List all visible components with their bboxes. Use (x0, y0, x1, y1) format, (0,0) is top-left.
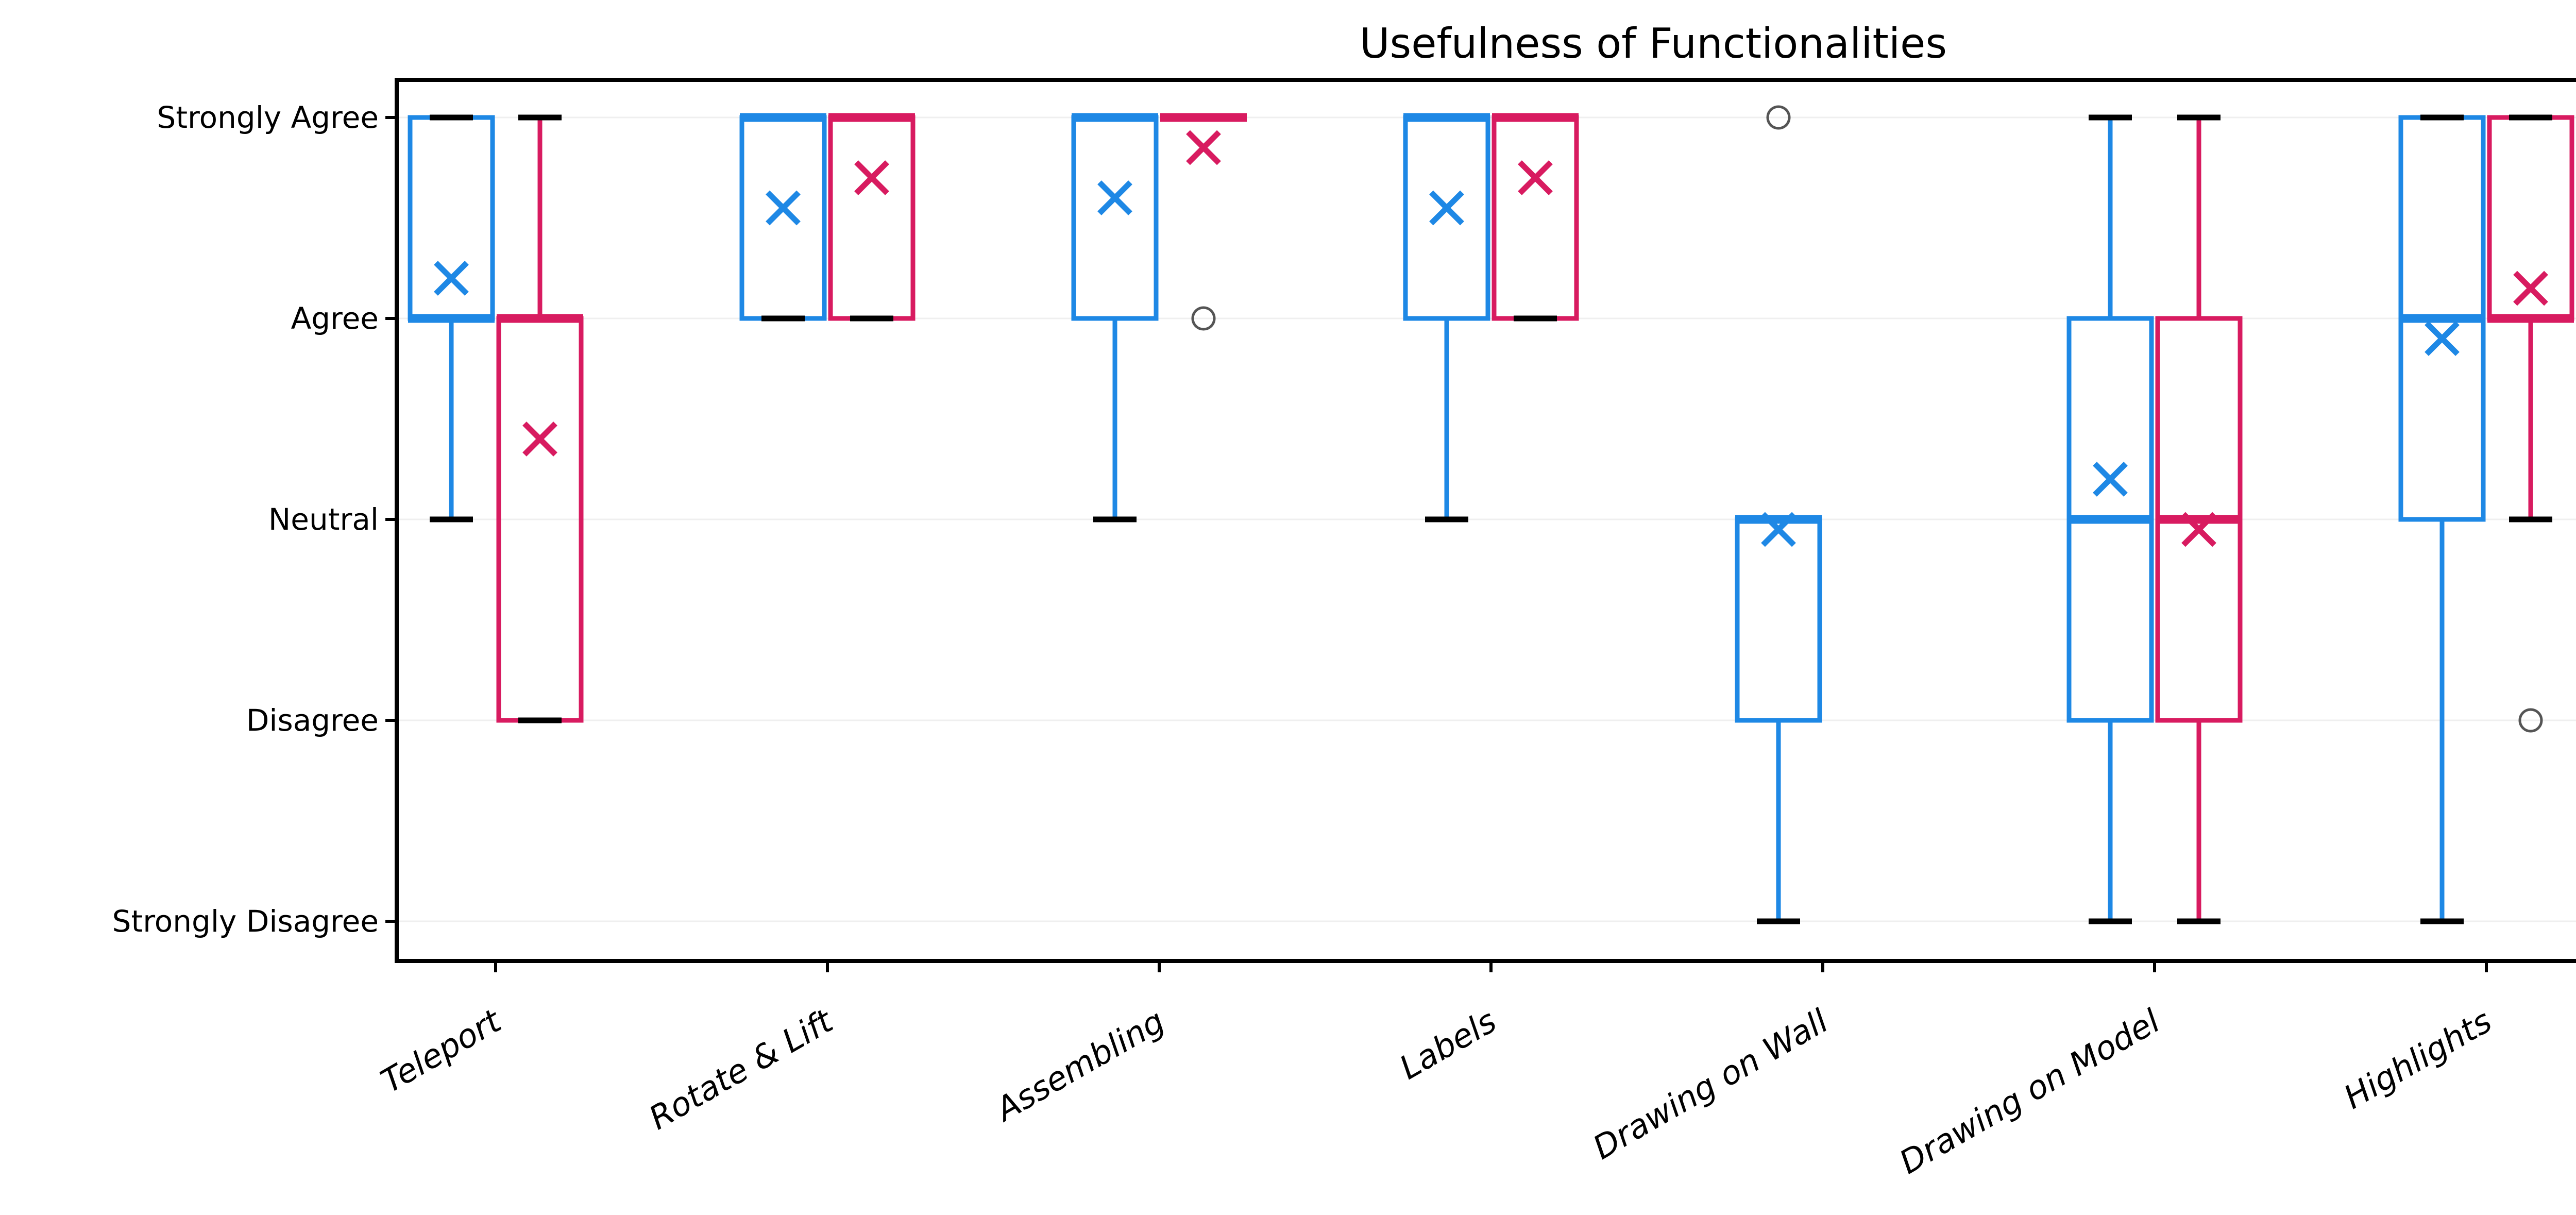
x-tick-label-labels: Labels (1393, 1002, 1502, 1087)
y-tick-label-neutral: Neutral (268, 502, 379, 537)
x-tick-label-rotate-lift: Rotate & Lift (643, 1002, 840, 1137)
mean-marker (522, 421, 557, 457)
box-professional-labels (1492, 113, 1579, 322)
box-other-teleport (408, 114, 495, 522)
box-professional-highlights (2487, 114, 2574, 733)
box-other-assembling (1071, 113, 1159, 522)
box-other-drawing-on-wall (1735, 105, 1822, 924)
y-tick-label-strongly-agree: Strongly Agree (157, 100, 379, 135)
chart-title: Usefulness of Functionalities (1360, 20, 1947, 68)
x-tick-label-teleport: Teleport (375, 1002, 508, 1101)
mean-marker (2181, 512, 2216, 547)
box-rect (1735, 517, 1822, 723)
mean-marker (434, 261, 469, 296)
mean-marker (1518, 160, 1553, 195)
box-other-labels (1403, 113, 1490, 522)
outlier-point (1191, 306, 1216, 331)
mean-marker (1186, 130, 1221, 165)
series-professional (496, 113, 2574, 924)
x-tick-label-drawing-on-model: Drawing on Model (1893, 1002, 2166, 1182)
box-rect (1403, 115, 1490, 321)
mean-marker (1429, 190, 1464, 226)
box-rect (739, 115, 827, 321)
mean-marker (854, 160, 889, 195)
mean-marker (2093, 462, 2128, 497)
outlier-point (2518, 708, 2543, 733)
x-tick-label-drawing-on-wall: Drawing on Wall (1587, 1002, 1835, 1167)
mean-marker (766, 190, 801, 226)
box-professional-teleport (496, 114, 584, 723)
y-tick-label-agree: Agree (291, 301, 379, 336)
box-other-highlights (2398, 114, 2486, 924)
y-tick-label-strongly-disagree: Strongly Disagree (112, 904, 379, 939)
axes-frame-layer (385, 78, 2576, 972)
mean-marker (1097, 180, 1132, 215)
mean-marker (1761, 512, 1796, 547)
x-tick-label-assembling: Assembling (988, 1002, 1171, 1129)
x-tick-label-highlights: Highlights (2337, 1002, 2498, 1117)
outlier-point (1766, 105, 1791, 130)
box-rect (1071, 115, 1159, 321)
box-professional-rotate-lift (828, 113, 916, 322)
box-rect (1492, 115, 1579, 321)
box-rect (408, 115, 495, 321)
box-other-rotate-lift (739, 113, 827, 322)
mean-marker (2425, 321, 2460, 356)
box-layer (408, 105, 2574, 924)
box-professional-drawing-on-model (2155, 114, 2243, 924)
series-other (408, 105, 2486, 924)
box-other-drawing-on-model (2066, 114, 2154, 924)
mean-marker (2513, 271, 2548, 306)
tick-label-layer: Strongly Agree Agree Neutral Disagree Strong… (112, 100, 2498, 1182)
y-tick-label-disagree: Disagree (246, 703, 379, 738)
box-rect (828, 115, 916, 321)
box-professional-assembling (1160, 113, 1247, 331)
